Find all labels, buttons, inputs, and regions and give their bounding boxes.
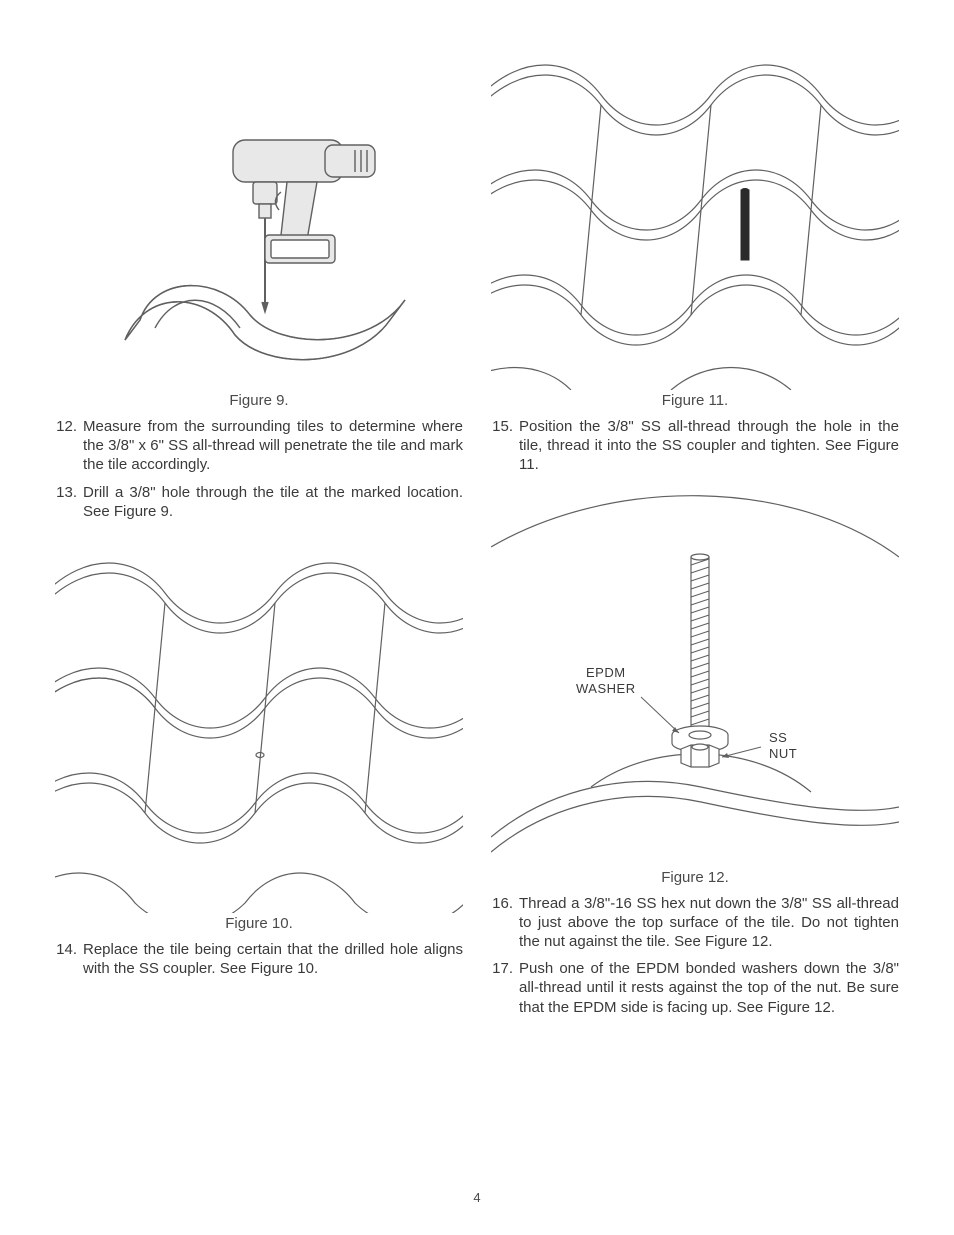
steps-12-13: 12. Measure from the surrounding tiles t… xyxy=(55,417,463,529)
left-column: Figure 9. 12. Measure from the surroundi… xyxy=(55,50,463,1190)
two-column-layout: Figure 9. 12. Measure from the surroundi… xyxy=(55,50,899,1190)
figure-11-svg xyxy=(491,50,899,390)
figure-11: Figure 11. xyxy=(491,50,899,417)
label-ss: SS xyxy=(769,730,787,745)
step-number: 17. xyxy=(491,959,519,1017)
page-number: 4 xyxy=(55,1190,899,1205)
step-15-list: 15. Position the 3/8" SS all-thread thro… xyxy=(491,417,899,483)
right-column: Figure 11. 15. Position the 3/8" SS all-… xyxy=(491,50,899,1190)
figure-11-caption: Figure 11. xyxy=(662,392,728,409)
step-text: Thread a 3/8"-16 SS hex nut down the 3/8… xyxy=(519,894,899,952)
step-text: Push one of the EPDM bonded washers down… xyxy=(519,959,899,1017)
step-text: Measure from the surrounding tiles to de… xyxy=(83,417,463,475)
step-16: 16. Thread a 3/8"-16 SS hex nut down the… xyxy=(491,894,899,952)
figure-9: Figure 9. xyxy=(55,50,463,417)
page: Figure 9. 12. Measure from the surroundi… xyxy=(0,0,954,1235)
step-17: 17. Push one of the EPDM bonded washers … xyxy=(491,959,899,1017)
step-number: 12. xyxy=(55,417,83,475)
label-washer: WASHER xyxy=(576,681,636,696)
hex-nut-icon xyxy=(681,744,719,767)
step-number: 13. xyxy=(55,483,83,521)
step-15: 15. Position the 3/8" SS all-thread thro… xyxy=(491,417,899,475)
step-number: 14. xyxy=(55,940,83,978)
figure-9-svg xyxy=(55,50,463,390)
figure-12: EPDM WASHER SS NUT Figure 12. xyxy=(491,487,899,894)
bolt-icon xyxy=(741,188,749,260)
figure-10-caption: Figure 10. xyxy=(225,915,293,932)
label-nut: NUT xyxy=(769,746,797,761)
step-number: 15. xyxy=(491,417,519,475)
step-number: 16. xyxy=(491,894,519,952)
step-13: 13. Drill a 3/8" hole through the tile a… xyxy=(55,483,463,521)
step-text: Drill a 3/8" hole through the tile at th… xyxy=(83,483,463,521)
step-text: Position the 3/8" SS all-thread through … xyxy=(519,417,899,475)
figure-12-svg: EPDM WASHER SS NUT xyxy=(491,487,899,867)
step-14: 14. Replace the tile being certain that … xyxy=(55,940,463,978)
steps-16-17: 16. Thread a 3/8"-16 SS hex nut down the… xyxy=(491,894,899,1025)
step-14-list: 14. Replace the tile being certain that … xyxy=(55,940,463,986)
figure-10: Figure 10. xyxy=(55,533,463,940)
step-12: 12. Measure from the surrounding tiles t… xyxy=(55,417,463,475)
figure-10-svg xyxy=(55,533,463,913)
figure-9-caption: Figure 9. xyxy=(229,392,288,409)
step-text: Replace the tile being certain that the … xyxy=(83,940,463,978)
label-epdm: EPDM xyxy=(586,665,626,680)
figure-12-caption: Figure 12. xyxy=(661,869,729,886)
